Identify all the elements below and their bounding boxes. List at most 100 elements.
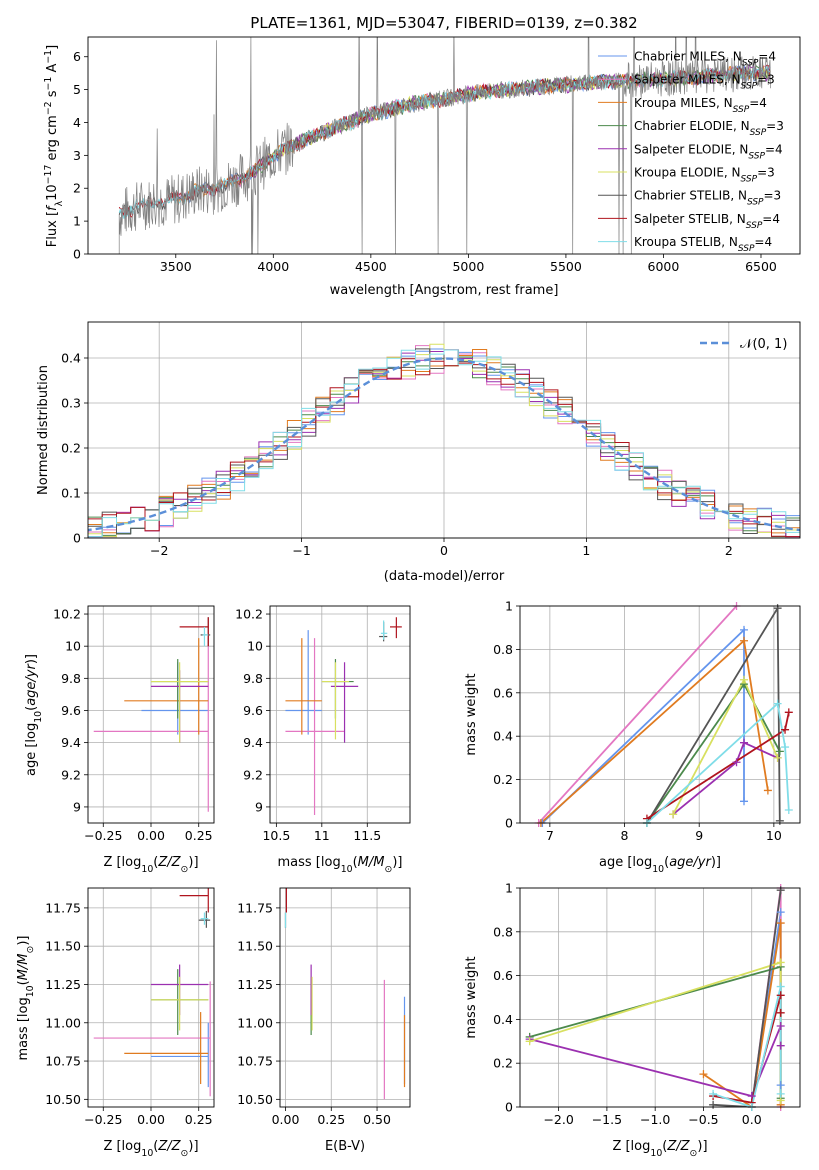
agez-axes: −0.25 0.00 0.25 9 9.2 9.4 9.6 9.8 10 10.2 bbox=[53, 605, 215, 843]
massz-ytick-label: 11.50 bbox=[45, 939, 81, 954]
wz-xlabel: Z [log10(Z/Z⊙)] bbox=[612, 1139, 707, 1159]
agemass-ytick-label: 10 bbox=[247, 639, 263, 654]
agemass-xlabel: mass [log10(M/M⊙)] bbox=[278, 855, 403, 875]
spectrum-plot-area bbox=[118, 37, 771, 254]
residuals-ylabel: Normed distribution bbox=[36, 365, 51, 495]
wz-marker bbox=[776, 908, 785, 917]
massebv-plot-area bbox=[284, 888, 406, 1100]
wz-marker bbox=[525, 1037, 534, 1046]
wage-marker bbox=[740, 738, 748, 747]
agemass-frame bbox=[269, 605, 411, 824]
spectrum-legend-label: Salpeter ELODIE, NSSP=4 bbox=[634, 142, 783, 161]
agez-xtick-label: 0.00 bbox=[137, 828, 165, 843]
wage-marker bbox=[669, 810, 678, 819]
wz-xtick-label: −1.0 bbox=[640, 1112, 670, 1127]
spectrum-xtick-label: 4500 bbox=[355, 259, 387, 274]
spectrum-xtick-label: 6000 bbox=[648, 259, 680, 274]
wage-marker bbox=[773, 699, 782, 708]
massz-ytick-label: 11.00 bbox=[45, 1015, 81, 1030]
wage-line bbox=[646, 701, 790, 823]
spectrum-ytick-label: 6 bbox=[73, 49, 81, 64]
agemass-xtick-label: 10.5 bbox=[262, 828, 290, 843]
residuals-xlabel: (data-model)/error bbox=[384, 569, 505, 584]
wz-ytick-label: 0.8 bbox=[493, 924, 513, 939]
spectrum-legend-label: Kroupa STELIB, NSSP=4 bbox=[634, 235, 772, 254]
spectrum-observed-line bbox=[118, 37, 771, 254]
wage-line bbox=[540, 638, 769, 823]
normal-legend-label: 𝒩(0, 1) bbox=[740, 337, 787, 352]
wage-axes: 7 8 9 10 0 0.2 0.4 0.6 0.8 1 bbox=[493, 599, 801, 843]
wz-marker bbox=[776, 958, 785, 967]
massebv-xlabel: E(B-V) bbox=[325, 1139, 365, 1154]
massebv-ytick-label: 11.75 bbox=[237, 900, 273, 915]
wage-marker bbox=[740, 797, 748, 806]
wage-marker bbox=[740, 625, 748, 634]
wage-plot-area bbox=[538, 606, 790, 823]
wz-xtick-label: −2.0 bbox=[543, 1112, 573, 1127]
agemass-ytick-label: 9.2 bbox=[243, 767, 263, 782]
wz-line bbox=[702, 922, 782, 1107]
spectrum-axes: 3500 4000 4500 5000 5500 6000 6500 0 1 2 3 4 5 6 bbox=[73, 36, 801, 274]
agez-ytick-label: 9.8 bbox=[61, 671, 81, 686]
massz-ylabel: mass [log10(M/M⊙)] bbox=[16, 936, 36, 1061]
spectrum-legend-label: Salpeter STELIB, NSSP=4 bbox=[634, 212, 780, 231]
wage-marker bbox=[740, 636, 748, 645]
wage-marker bbox=[775, 816, 784, 825]
spectrum-frame bbox=[87, 36, 801, 255]
spectrum-legend-label: Salpeter MILES, NSSP=3 bbox=[634, 73, 775, 92]
wz-marker bbox=[776, 991, 785, 1000]
wz-marker bbox=[776, 886, 785, 895]
residuals-ytick-label: 0 bbox=[73, 531, 81, 546]
massz-ytick-label: 10.50 bbox=[45, 1092, 81, 1107]
wz-marker bbox=[699, 1070, 708, 1079]
agemass-xtick-label: 11.5 bbox=[353, 828, 381, 843]
wz-marker bbox=[776, 1089, 785, 1098]
wz-marker bbox=[709, 1100, 718, 1109]
agez-plot-area bbox=[93, 617, 211, 812]
wz-marker bbox=[709, 1089, 718, 1098]
wage-marker bbox=[732, 758, 741, 767]
residual-histogram bbox=[88, 358, 800, 538]
wz-marker bbox=[776, 982, 785, 991]
massebv-xtick-label: 0.25 bbox=[317, 1112, 345, 1127]
wage-marker bbox=[773, 604, 782, 613]
massz-plot-area bbox=[93, 888, 211, 1097]
agez-frame bbox=[87, 605, 215, 824]
wz-frame bbox=[519, 887, 801, 1108]
wage-marker bbox=[781, 743, 790, 752]
spectrum-legend-label: Kroupa MILES, NSSP=4 bbox=[634, 96, 767, 115]
spectrum-ytick-label: 5 bbox=[73, 82, 81, 97]
spectrum-ytick-label: 0 bbox=[73, 247, 81, 262]
residuals-frame bbox=[87, 321, 801, 539]
spectrum-legend-label: Kroupa ELODIE, NSSP=3 bbox=[634, 166, 775, 185]
wage-ytick-label: 0 bbox=[505, 816, 513, 831]
residual-histogram bbox=[88, 348, 800, 535]
massz-xtick-label: −0.25 bbox=[84, 1112, 122, 1127]
wage-line bbox=[672, 677, 779, 815]
spectrum-xtick-label: 5500 bbox=[550, 259, 582, 274]
massebv-ytick-label: 11.00 bbox=[237, 1015, 273, 1030]
agez-xtick-label: −0.25 bbox=[84, 828, 122, 843]
wage-ytick-label: 0.2 bbox=[493, 772, 513, 787]
spectrum-xtick-label: 4000 bbox=[257, 259, 289, 274]
massebv-frame bbox=[279, 887, 411, 1108]
agez-ytick-label: 9.6 bbox=[61, 703, 81, 718]
agez-xlabel: Z [log10(Z/Z⊙)] bbox=[103, 855, 198, 875]
residuals-xtick-label: 0 bbox=[440, 543, 448, 558]
spectrum-legend-label: Chabrier STELIB, NSSP=3 bbox=[634, 189, 781, 208]
spectrum-xlabel: wavelength [Angstrom, rest frame] bbox=[330, 283, 559, 298]
wage-xtick-label: 9 bbox=[695, 828, 703, 843]
massebv-ytick-label: 10.50 bbox=[237, 1092, 273, 1107]
agemass-xtick-label: 11 bbox=[314, 828, 330, 843]
spectrum-ytick-label: 4 bbox=[73, 115, 81, 130]
massebv-ytick-label: 11.50 bbox=[237, 939, 273, 954]
spectrum-ytick-label: 1 bbox=[73, 214, 81, 229]
spectrum-xtick-label: 6500 bbox=[745, 259, 777, 274]
agez-ytick-label: 10.2 bbox=[53, 607, 81, 622]
massebv-axes: 0.00 0.25 0.50 10.50 10.75 11.00 11.25 11.50 11.… bbox=[237, 887, 411, 1127]
residual-histogram bbox=[88, 349, 800, 538]
wz-xtick-label: −1.5 bbox=[592, 1112, 622, 1127]
wage-marker bbox=[784, 708, 793, 717]
massebv-xtick-label: 0.50 bbox=[363, 1112, 391, 1127]
